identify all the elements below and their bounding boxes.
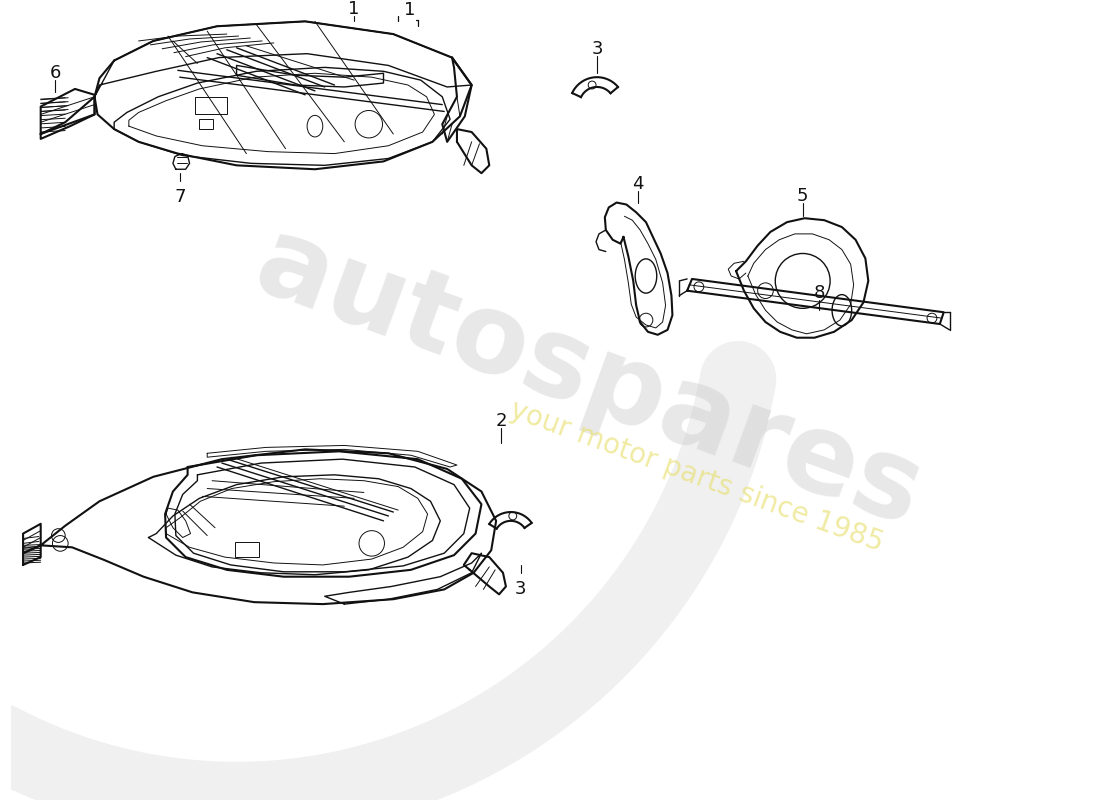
Text: 5: 5 [796, 186, 808, 205]
Bar [234, 542, 260, 557]
Text: 1: 1 [405, 2, 416, 19]
Text: 8: 8 [814, 285, 825, 302]
Text: autospares: autospares [242, 209, 937, 549]
Bar [196, 97, 227, 114]
Text: 1: 1 [349, 1, 360, 18]
Text: your motor parts since 1985: your motor parts since 1985 [506, 396, 888, 558]
Bar [199, 119, 213, 129]
Text: 2: 2 [495, 412, 507, 430]
Text: 7: 7 [174, 188, 186, 206]
Text: 6: 6 [50, 64, 62, 82]
Text: 3: 3 [592, 39, 603, 58]
Text: 3: 3 [515, 580, 527, 598]
Text: 4: 4 [632, 174, 644, 193]
